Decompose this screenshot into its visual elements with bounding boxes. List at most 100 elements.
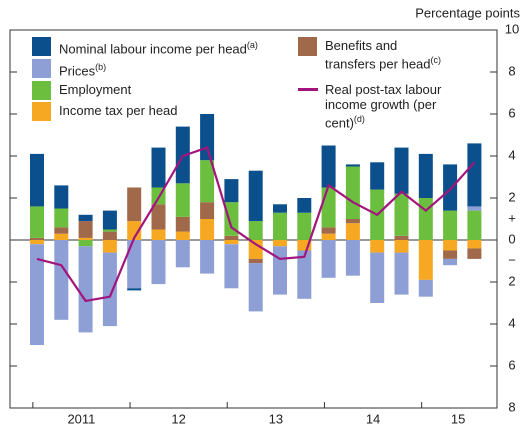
bar-segment <box>224 179 239 203</box>
bar-segment <box>224 202 239 236</box>
bar-segment <box>321 233 336 240</box>
bar-segment <box>248 263 263 312</box>
bar-segment <box>54 227 69 234</box>
bar-segment <box>200 114 215 161</box>
bar-segment <box>418 198 433 240</box>
legend-label: Nominal labour income per head <box>59 41 247 57</box>
bar-segment <box>224 235 239 240</box>
bar-segment <box>54 208 69 228</box>
sign-plus: + <box>508 210 516 225</box>
bar-segment <box>30 237 44 240</box>
bar-segment <box>297 240 312 251</box>
bar-segment <box>273 246 287 295</box>
bar-segment <box>78 240 93 247</box>
legend-text: Income tax per head <box>59 103 329 118</box>
bar-segment <box>273 204 287 213</box>
bar-segment <box>224 244 239 289</box>
bar-segment <box>175 231 190 240</box>
bar-segment <box>297 198 312 213</box>
bar-segment <box>127 288 142 291</box>
legend-label: Income tax per head <box>59 103 178 118</box>
legend-text: Nominal labour income per head(a) <box>59 38 329 56</box>
bar-segment <box>127 187 142 222</box>
x-year-label: 13 <box>269 411 283 426</box>
bar-segment <box>102 210 117 230</box>
legend-label: Benefits and transfers per head <box>325 38 431 72</box>
bar-segment <box>200 160 215 203</box>
legend-note: (d) <box>353 114 365 124</box>
bar-segment <box>78 221 93 238</box>
legend-note: (b) <box>95 62 107 72</box>
bar-segment <box>175 183 190 217</box>
legend-swatch <box>32 81 51 100</box>
x-year-label: 12 <box>171 411 185 426</box>
bar-segment <box>102 240 117 253</box>
bar-segment <box>394 235 409 240</box>
bar-segment <box>467 240 482 249</box>
y-tick-label: 10 <box>505 21 519 36</box>
legend-swatch <box>32 59 51 78</box>
bar-segment <box>321 187 336 228</box>
y-tick-label: 4 <box>508 147 515 162</box>
bar-segment <box>443 240 458 251</box>
bar-segment <box>394 193 409 236</box>
bar-segment <box>151 229 166 240</box>
bar-segment <box>370 162 385 190</box>
bar-segment <box>345 166 360 219</box>
bar-segment <box>418 240 433 280</box>
bar-segment <box>443 210 458 240</box>
bar-segment <box>102 229 117 232</box>
y-tick-label: 8 <box>508 63 515 78</box>
bar-segment <box>30 240 44 245</box>
legend-swatch <box>298 88 318 91</box>
bar-segment <box>443 258 458 266</box>
bar-segment <box>127 240 142 289</box>
y-tick-label: 6 <box>508 105 515 120</box>
bar-segment <box>443 250 458 259</box>
bar-segment <box>30 206 44 238</box>
bar-segment <box>394 240 409 253</box>
legend-text: Real post-tax labour income growth (per … <box>325 82 455 130</box>
legend-text: Employment <box>59 82 329 97</box>
bar-segment <box>78 214 93 222</box>
bar-segment <box>345 240 360 276</box>
bar-segment <box>248 240 263 259</box>
bar-segment <box>273 240 287 247</box>
legend-text: Benefits and transfers per head(c) <box>325 38 445 71</box>
legend-swatch <box>32 102 51 121</box>
legend-swatch <box>32 37 51 56</box>
bar-segment <box>467 248 482 259</box>
legend-note: (a) <box>246 40 258 50</box>
legend-note: (c) <box>430 55 442 65</box>
legend-label: Real post-tax labour income growth (per … <box>325 82 442 131</box>
x-year-label: 14 <box>366 411 380 426</box>
bar-segment <box>224 240 239 245</box>
bar-segment <box>102 252 117 327</box>
y-tick-label: 2 <box>508 273 515 288</box>
bar-segment <box>467 210 482 240</box>
bar-segment <box>467 143 482 207</box>
bar-segment <box>297 212 312 240</box>
bar-segment <box>151 204 166 230</box>
legend-text: Prices(b) <box>59 60 329 78</box>
bar-segment <box>297 250 312 299</box>
y-tick-label: 0 <box>508 231 515 246</box>
bar-segment <box>30 244 44 345</box>
bar-segment <box>54 240 69 320</box>
bar-segment <box>175 240 190 268</box>
bar-segment <box>102 231 117 240</box>
y-axis-label: Percentage points <box>415 5 520 20</box>
y-tick-label: 4 <box>508 315 515 330</box>
bar-segment <box>394 147 409 194</box>
line-series <box>36 146 476 303</box>
y-tick-label: 6 <box>508 357 515 372</box>
bar-segment <box>467 206 482 211</box>
bar-segment <box>54 233 69 240</box>
bar-segment <box>248 221 263 240</box>
bar-segment <box>443 164 458 211</box>
legend-label: Prices <box>59 63 96 79</box>
legend-swatch <box>298 37 317 56</box>
x-year-label: 15 <box>451 411 465 426</box>
